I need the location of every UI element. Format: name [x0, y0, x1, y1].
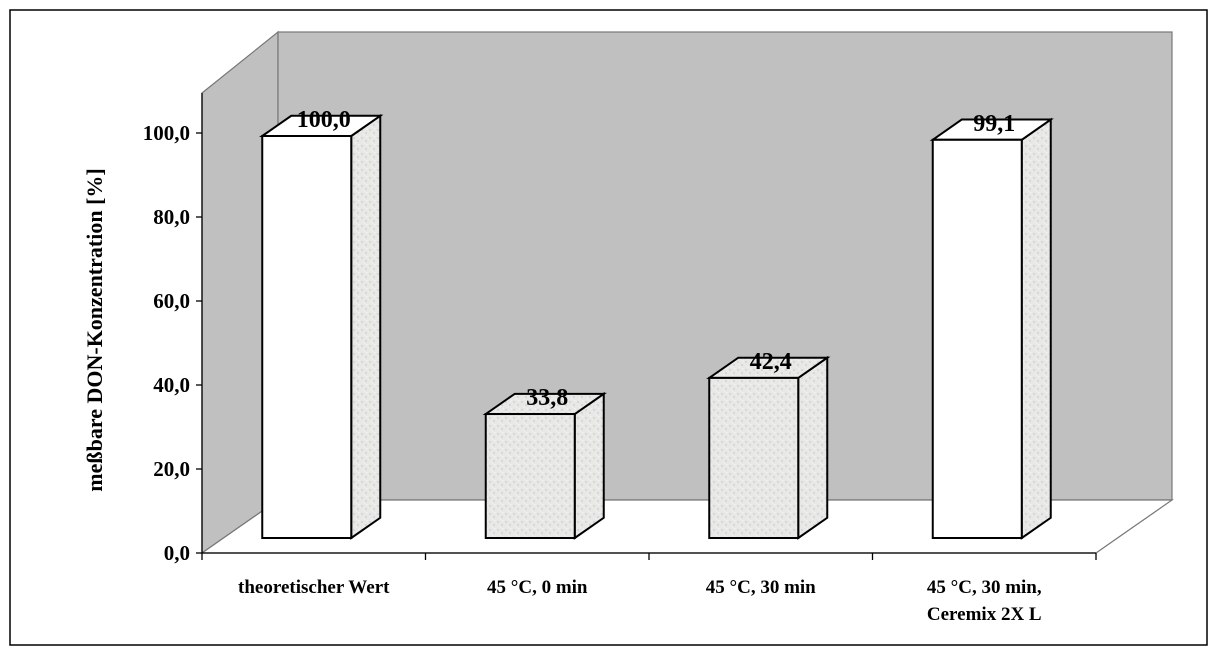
- bar: [929, 117, 1054, 540]
- bar-front-face: [484, 413, 576, 540]
- x-tick-label: 45 °C, 30 min: [706, 577, 816, 598]
- bar-side-face: [350, 113, 382, 540]
- y-axis: 0,0 20,0 40,0 60,0 80,0 100,0: [143, 93, 203, 565]
- y-tick-label: 80,0: [153, 205, 190, 229]
- bar-side-face: [1020, 117, 1052, 540]
- bar: [259, 113, 384, 540]
- bar-side-face: [797, 355, 829, 540]
- bar: [482, 391, 607, 540]
- y-axis-title: meßbare DON-Konzentration [%]: [82, 168, 107, 491]
- data-label: 99,1: [973, 111, 1015, 137]
- x-tick-label: 45 °C, 0 min: [487, 577, 588, 598]
- x-tick-label: 45 °C, 30 min, Ceremix 2X L: [927, 577, 1042, 625]
- bar-front-face: [261, 135, 353, 539]
- data-label: 42,4: [750, 349, 792, 375]
- y-tick-label: 20,0: [153, 457, 190, 481]
- x-axis: theoretischer Wert 45 °C, 0 min 45 °C, 30 …: [201, 552, 1097, 625]
- y-tick-label: 40,0: [153, 373, 190, 397]
- bar-front-face: [708, 376, 800, 540]
- y-tick-label: 100,0: [143, 121, 190, 145]
- y-tick-label: 60,0: [153, 289, 190, 313]
- y-tick-label: 0,0: [164, 541, 190, 565]
- bar-front-face: [931, 138, 1023, 539]
- data-label: 100,0: [297, 107, 351, 133]
- data-label: 33,8: [526, 385, 568, 411]
- bar-series: [259, 113, 1054, 540]
- bar-side-face: [573, 391, 605, 540]
- x-tick-label: theoretischer Wert: [238, 577, 390, 598]
- bar: [706, 355, 831, 540]
- data-labels: 100,0 33,8 42,4 99,1: [297, 107, 1016, 411]
